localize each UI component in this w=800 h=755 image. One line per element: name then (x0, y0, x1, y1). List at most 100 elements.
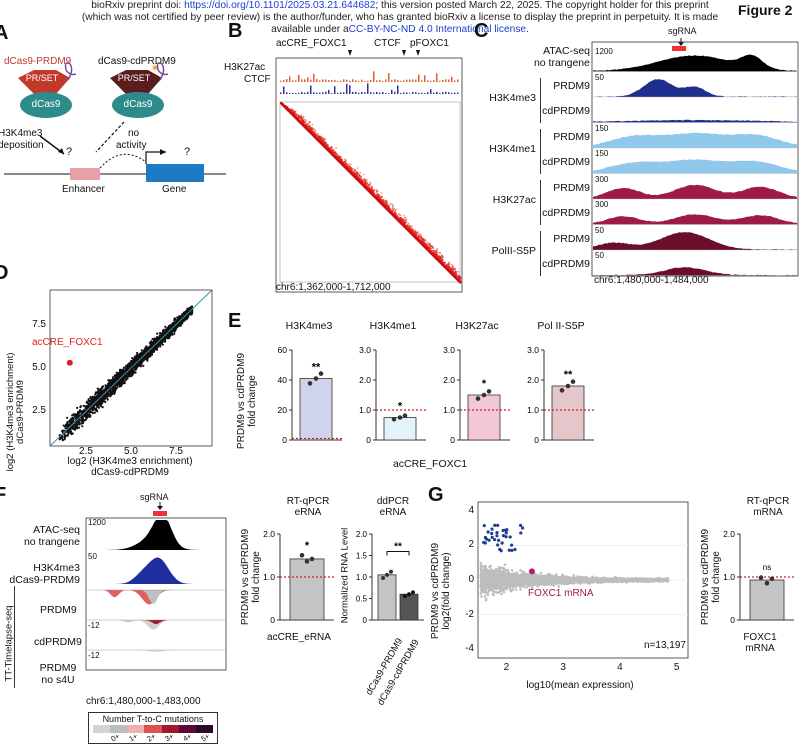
hic-contact-dot (436, 255, 439, 258)
hic-contact-dot (327, 146, 329, 149)
panel-a-drawing: ✶ (4, 61, 226, 182)
scatter-point (93, 403, 96, 406)
scatter-point (159, 345, 162, 348)
hic-contact-dot (347, 163, 350, 166)
accre-foxc1-top-label: acCRE_FOXC1 (276, 38, 347, 49)
hic-contact-dot (432, 251, 435, 253)
scatter-point (80, 417, 83, 420)
scatter-point (61, 439, 64, 442)
panel-d-xlabel-line1: log2 (H3K4me3 enrichment) (67, 456, 193, 467)
license-link[interactable]: CC-BY-NC-ND 4.0 International license (348, 24, 527, 35)
hic-contact-dot (308, 122, 311, 124)
hic-contact-dot (424, 239, 426, 241)
hic-contact-dot (308, 121, 311, 123)
hic-contact-dot (302, 116, 305, 118)
d-xtick: 7.5 (169, 446, 183, 457)
panel-label-d: D (0, 262, 9, 284)
hic-contact-dot (304, 118, 306, 121)
hic-contact-dot (447, 263, 449, 265)
ctcf-signal-bar (391, 89, 393, 94)
h3k27ac-signal-bar (352, 79, 354, 82)
hic-contact-dot (408, 225, 410, 228)
scatter-point (84, 414, 87, 418)
e-ytick: 0 (282, 435, 287, 445)
ctcf-signal-bar (415, 92, 417, 94)
scatter-point (93, 397, 97, 400)
scatter-point (120, 379, 123, 382)
scatter-point (94, 393, 97, 396)
e-ytick: 20 (278, 405, 288, 415)
f-ddpcr-title2: eRNA (379, 507, 407, 518)
panel-f-atac-line2: no trangene (23, 536, 80, 548)
hic-contact-dot (441, 259, 444, 261)
hic-contact-dot (408, 227, 410, 229)
scatter-point (127, 364, 130, 367)
hic-contact-dot (354, 173, 357, 176)
hic-contact-dot (309, 121, 311, 124)
hic-contact-dot (425, 244, 427, 247)
qpcr-ytick: 0 (270, 615, 275, 625)
header-text: . (526, 24, 529, 35)
scatter-point (93, 407, 96, 410)
scatter-point (150, 342, 153, 345)
hic-contact-dot (290, 108, 293, 111)
scatter-point (120, 384, 123, 387)
scatter-point (136, 351, 139, 355)
hic-contact-dot (381, 195, 383, 198)
scatter-point (104, 400, 107, 404)
track-scale: 300 (595, 200, 609, 209)
panel-g: PRDM9 vs cdPRDM9 log2(fold change) 4 2 0 -2… (430, 490, 700, 750)
hic-contact-dot (353, 174, 356, 176)
scatter-point (151, 348, 154, 351)
hic-contact-dot (459, 278, 461, 281)
f-ddpcr-chart: 00.51.01.52.0** (356, 530, 424, 625)
dcas9-shape (20, 92, 72, 118)
hic-contact-dot (335, 147, 337, 149)
hic-contact-dot (414, 231, 417, 233)
hic-contact-dot (452, 269, 454, 271)
h3k27ac-signal-bar (298, 74, 300, 82)
hic-contact-dot (386, 204, 388, 206)
ctcf-signal-bar (418, 92, 420, 94)
panel-label-f: F (0, 484, 7, 506)
scatter-point (105, 395, 108, 398)
legend-label: 1+ (127, 731, 140, 744)
scatter-point (100, 391, 103, 394)
ctcf-signal-bar (325, 91, 327, 94)
hic-contact-dot (456, 274, 458, 277)
hic-contact-dot (293, 109, 295, 112)
h3k27ac-signal-bar (400, 80, 402, 82)
scatter-point (148, 353, 151, 356)
scatter-point (69, 430, 73, 433)
ctcf-signal-bar (352, 91, 354, 94)
h3k27ac-signal-bar (427, 80, 429, 82)
scatter-point (113, 377, 117, 380)
e-chart-title: H3K4me3 (285, 320, 333, 332)
e-replicate-point (481, 392, 487, 398)
track-row-label: cdPRDM9 (542, 258, 590, 270)
hic-contact-dot (313, 132, 315, 135)
hic-contact-dot (301, 117, 303, 120)
scatter-point (125, 364, 128, 367)
scatter-point (82, 404, 85, 407)
hic-contact-dot (314, 134, 317, 137)
scatter-point (107, 392, 110, 395)
h3k27ac-signal-bar (331, 80, 333, 82)
hic-contact-dot (378, 197, 381, 200)
scatter-point (95, 409, 98, 412)
hic-contact-dot (403, 219, 405, 221)
scatter-point (128, 370, 131, 373)
hic-contact-dot (402, 218, 404, 220)
hic-contact-dot (298, 116, 301, 119)
hic-contact-dot (415, 233, 418, 236)
hic-contact-dot (321, 137, 323, 139)
ctcf-signal-bar (373, 92, 375, 94)
ma-point (506, 568, 510, 572)
h3k27ac-signal-bar (412, 79, 414, 82)
doi-link[interactable]: https://doi.org/10.1101/2025.03.21.64468… (184, 0, 376, 11)
panel-c-coords: chr6:1,480,000-1,484,000 (594, 275, 709, 286)
f-ddpcr-ylabel: Normalized RNA Level (338, 526, 351, 626)
hic-contact-dot (401, 220, 404, 222)
hic-contact-dot (365, 182, 367, 185)
atac-group-label: ATAC-seq (543, 45, 590, 57)
